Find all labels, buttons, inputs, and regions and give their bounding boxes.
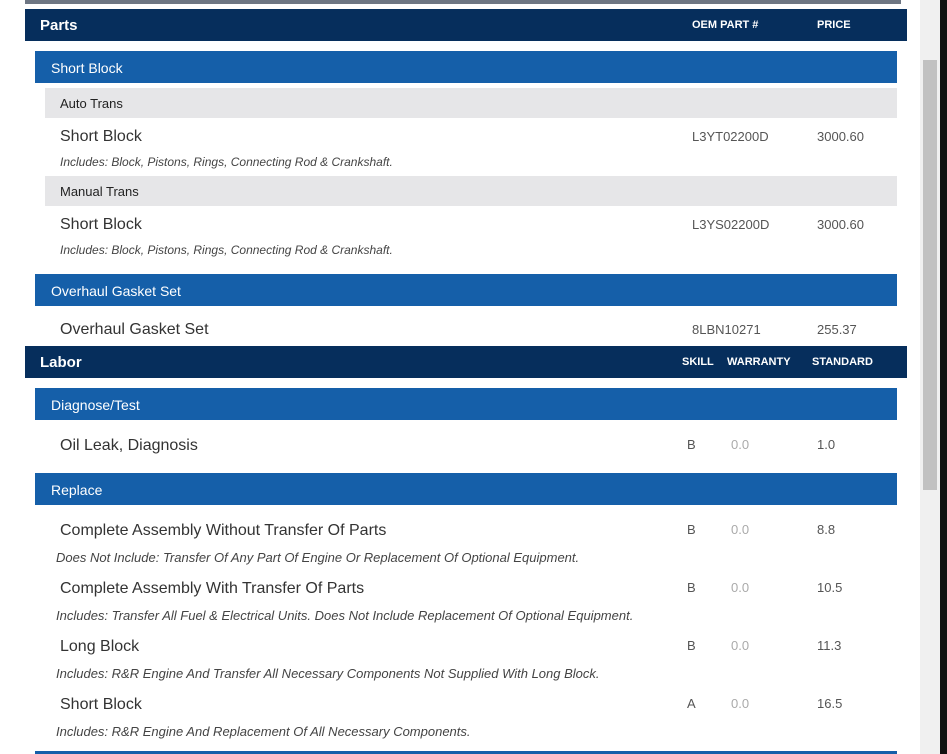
labor-title[interactable]: Oil Leak, Diagnosis [60, 437, 198, 454]
labor-title[interactable]: Complete Assembly With Transfer Of Parts [60, 580, 365, 597]
labor-standard: 16.5 [817, 696, 843, 711]
group-replace[interactable]: Replace [35, 473, 897, 505]
window-edge [940, 0, 947, 754]
part-desc: Includes: Block, Pistons, Rings, Connect… [60, 243, 393, 257]
part-oem: 8LBN10271 [692, 322, 761, 337]
part-oem: L3YS02200D [692, 217, 770, 232]
labor-warranty: 0.0 [731, 638, 750, 653]
col-oem-part: OEM PART # [692, 19, 759, 31]
part-title[interactable]: Overhaul Gasket Set [60, 321, 209, 338]
labor-title[interactable]: Short Block [60, 696, 142, 713]
labor-desc: Includes: R&R Engine And Transfer All Ne… [56, 666, 600, 681]
labor-desc: Includes: R&R Engine And Replacement Of … [56, 724, 471, 739]
col-skill: SKILL [682, 356, 714, 368]
top-divider [25, 0, 901, 4]
group-short-block[interactable]: Short Block [35, 51, 897, 83]
part-price: 3000.60 [817, 129, 864, 144]
next-group-bar [35, 751, 897, 754]
part-price: 255.37 [817, 322, 857, 337]
labor-standard: 8.8 [817, 522, 836, 537]
labor-header: Labor SKILL WARRANTY STANDARD [25, 346, 907, 378]
labor-standard: 1.0 [817, 437, 836, 452]
labor-warranty: 0.0 [731, 522, 750, 537]
labor-standard: 11.3 [817, 638, 842, 653]
labor-desc: Does Not Include: Transfer Of Any Part O… [56, 550, 580, 565]
labor-skill: B [687, 638, 696, 653]
col-standard: STANDARD [812, 356, 873, 368]
part-desc: Includes: Block, Pistons, Rings, Connect… [60, 155, 393, 169]
labor-warranty: 0.0 [731, 580, 750, 595]
labor-title[interactable]: Complete Assembly Without Transfer Of Pa… [60, 522, 387, 539]
labor-warranty: 0.0 [731, 437, 750, 452]
scrollbar[interactable] [920, 0, 940, 754]
part-title[interactable]: Short Block [60, 216, 142, 233]
parts-header: Parts OEM PART # PRICE [25, 9, 907, 41]
parts-title: Parts [40, 17, 78, 34]
subgroup-auto-trans: Auto Trans [45, 88, 897, 118]
scrollbar-thumb[interactable] [923, 60, 937, 490]
labor-desc: Includes: Transfer All Fuel & Electrical… [56, 608, 634, 623]
labor-skill: B [687, 437, 696, 452]
part-oem: L3YT02200D [692, 129, 769, 144]
col-warranty: WARRANTY [727, 356, 791, 368]
labor-standard: 10.5 [817, 580, 843, 595]
labor-title: Labor [40, 354, 82, 371]
part-price: 3000.60 [817, 217, 864, 232]
col-price: PRICE [817, 19, 851, 31]
labor-skill: B [687, 580, 696, 595]
group-overhaul-gasket-set[interactable]: Overhaul Gasket Set [35, 274, 897, 306]
labor-skill: B [687, 522, 696, 537]
labor-skill: A [687, 696, 696, 711]
group-diagnose-test[interactable]: Diagnose/Test [35, 388, 897, 420]
labor-title[interactable]: Long Block [60, 638, 140, 655]
subgroup-manual-trans: Manual Trans [45, 176, 897, 206]
part-title[interactable]: Short Block [60, 128, 142, 145]
labor-warranty: 0.0 [731, 696, 750, 711]
